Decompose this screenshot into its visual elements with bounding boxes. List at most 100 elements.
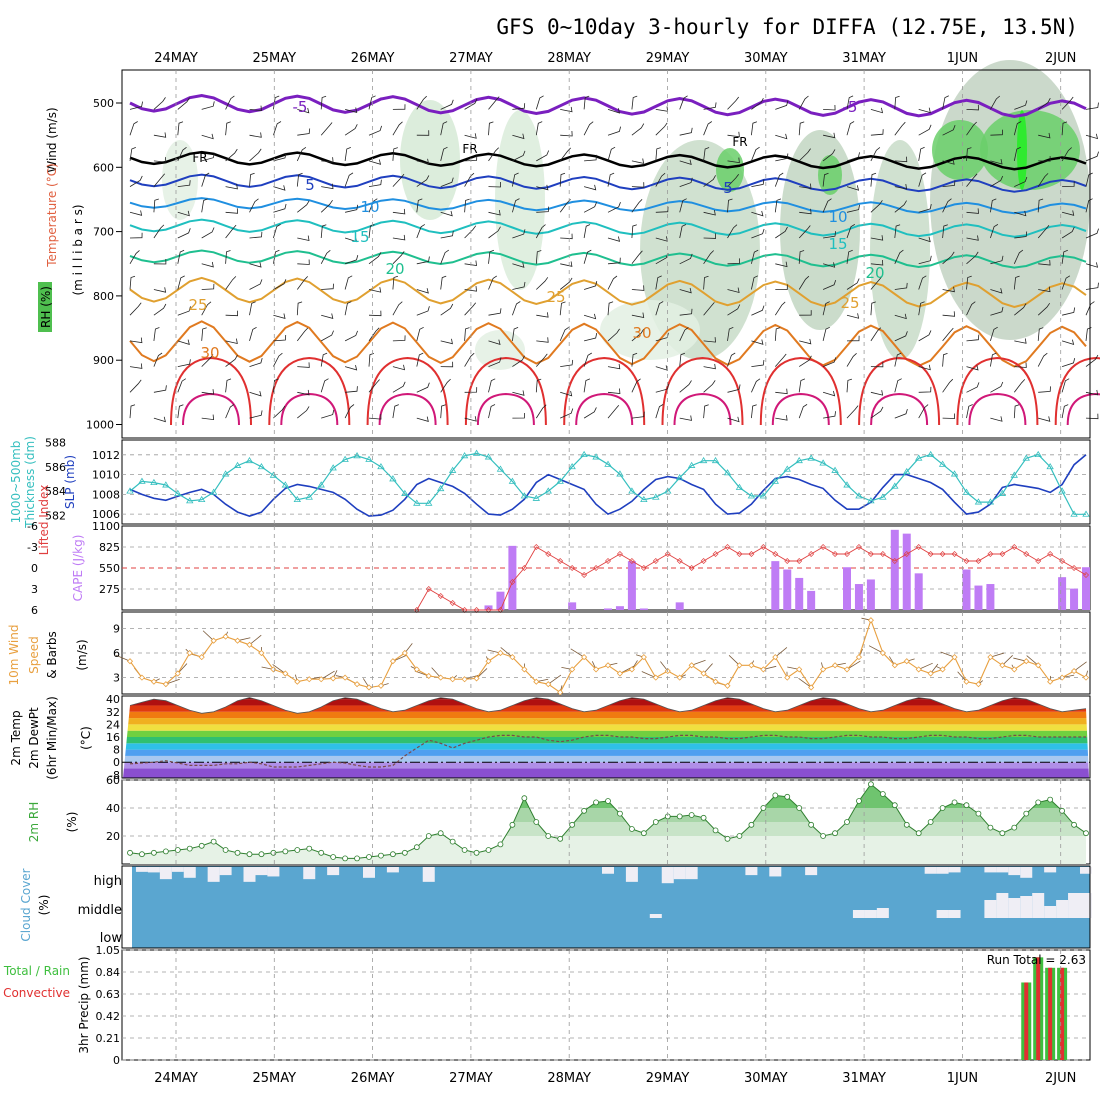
wind-barb: [368, 95, 376, 110]
wind-barb: [655, 122, 668, 136]
wind-barb: [1061, 339, 1075, 345]
rh2m-point: [617, 810, 623, 817]
wind-barb: [583, 378, 591, 393]
rh2m-point: [150, 849, 157, 856]
wind-barb: [727, 131, 740, 138]
wind-barb: [798, 148, 811, 162]
wind-barb: [273, 352, 283, 367]
isotherm-40: [771, 392, 830, 426]
wind-barb: [225, 354, 238, 367]
wind-barb: [153, 198, 159, 213]
thickness-point: [221, 470, 230, 477]
wind-barb: [751, 249, 759, 264]
wind-barb: [966, 121, 977, 136]
lifted-index-point: [879, 551, 886, 557]
date-label-top: 2JUN: [1045, 51, 1076, 66]
wind-barb: [798, 250, 805, 264]
cape-bar: [962, 569, 971, 610]
wind-barb: [273, 405, 286, 419]
cloud-high-bar: [769, 867, 782, 877]
cloud-high-bar: [207, 867, 220, 882]
thickness-point: [652, 493, 660, 500]
wind-barb: [273, 313, 286, 319]
lifted-index-point: [808, 551, 815, 557]
date-label-bottom: 2JUN: [1045, 1071, 1076, 1086]
wind-barb: [344, 275, 353, 290]
wind-speed-point: [365, 684, 373, 691]
thickness-point: [616, 470, 624, 477]
cloud-mid-bar: [1032, 893, 1045, 918]
wind-barb: [607, 172, 615, 187]
thickness-point: [353, 452, 361, 459]
wind-barb: [416, 416, 429, 422]
cape-bar: [974, 585, 983, 610]
wind-barb: [846, 313, 860, 319]
thickness-point: [795, 456, 803, 464]
rh2m-point: [963, 802, 970, 809]
ylabel-cape: CAPE (J/kg): [71, 535, 85, 602]
wind-speed-point: [760, 666, 767, 673]
wind-barb: [727, 327, 734, 341]
pressure-tick-label: 1000: [86, 419, 114, 432]
thickness-point: [365, 455, 373, 462]
wind-barb: [1038, 286, 1051, 293]
wind-barb: [1037, 352, 1048, 367]
slp-tick-label: 1006: [92, 508, 120, 521]
wind10m-barb: [868, 645, 884, 654]
thickness-point: [460, 452, 469, 459]
wind-barb: [177, 180, 191, 187]
wind-speed-point: [1082, 674, 1090, 681]
rh2m-point: [533, 819, 540, 825]
wind-barb: [416, 326, 424, 342]
rh2m-point: [915, 830, 922, 837]
wind-barb: [273, 279, 287, 290]
wind-speed-point: [1047, 678, 1054, 685]
rh2m-point: [736, 833, 743, 839]
rh2m-point: [688, 812, 695, 818]
wind-barb: [583, 184, 597, 191]
lifted-index-point: [772, 551, 779, 557]
ylabel-temperature: Temperature (°C): [45, 163, 59, 268]
wind-barb: [870, 200, 883, 213]
wind-barb: [225, 404, 235, 419]
wind-barb: [368, 327, 380, 342]
wind-barb: [249, 198, 259, 213]
temp-band: [123, 749, 1089, 756]
cloud-high-bar: [984, 867, 997, 873]
date-label-bottom: 31MAY: [842, 1071, 886, 1086]
isotherm-35: [464, 356, 547, 426]
rh-area-group: [130, 784, 1086, 864]
wind-barb: [1037, 98, 1051, 110]
wind-barb: [679, 308, 693, 316]
wind-barb: [201, 327, 207, 341]
date-label-bottom: 28MAY: [547, 1071, 591, 1086]
wind-barb: [536, 353, 548, 367]
wind-barb: [751, 121, 758, 136]
wind-barb: [799, 338, 812, 345]
wind-barb: [846, 405, 859, 419]
wind-barb: [368, 414, 382, 420]
rh-tick-label: 40: [106, 802, 120, 815]
rh2m-point: [1011, 824, 1018, 831]
bottom-date-labels: 24MAY 25MAY 26MAY 27MAY 28MAY 29MAY 30MAY 31MAY…: [154, 1071, 1076, 1086]
wind-barb: [703, 275, 709, 290]
cape-bar: [807, 590, 816, 610]
wind-speed-point: [318, 676, 325, 683]
wind-barb: [942, 180, 956, 187]
wind-barb: [942, 311, 956, 317]
isotherm-label: 20: [385, 260, 404, 278]
rh2m-point: [342, 855, 349, 862]
rh2m-point: [987, 824, 994, 831]
precip-conv-bar: [1048, 967, 1053, 1060]
wind-speed-point: [820, 666, 827, 673]
precip-tick-label: 0.84: [96, 966, 121, 979]
wind-barb: [560, 233, 573, 240]
wind-barb: [966, 104, 979, 111]
rh2m-point: [1035, 799, 1042, 806]
wind-barb: [559, 147, 571, 162]
wind-barb: [392, 275, 399, 290]
isotherms: [129, 93, 1100, 426]
wind-speed-point: [545, 681, 552, 688]
thickness-point: [843, 481, 851, 488]
wind-barb: [631, 411, 645, 419]
